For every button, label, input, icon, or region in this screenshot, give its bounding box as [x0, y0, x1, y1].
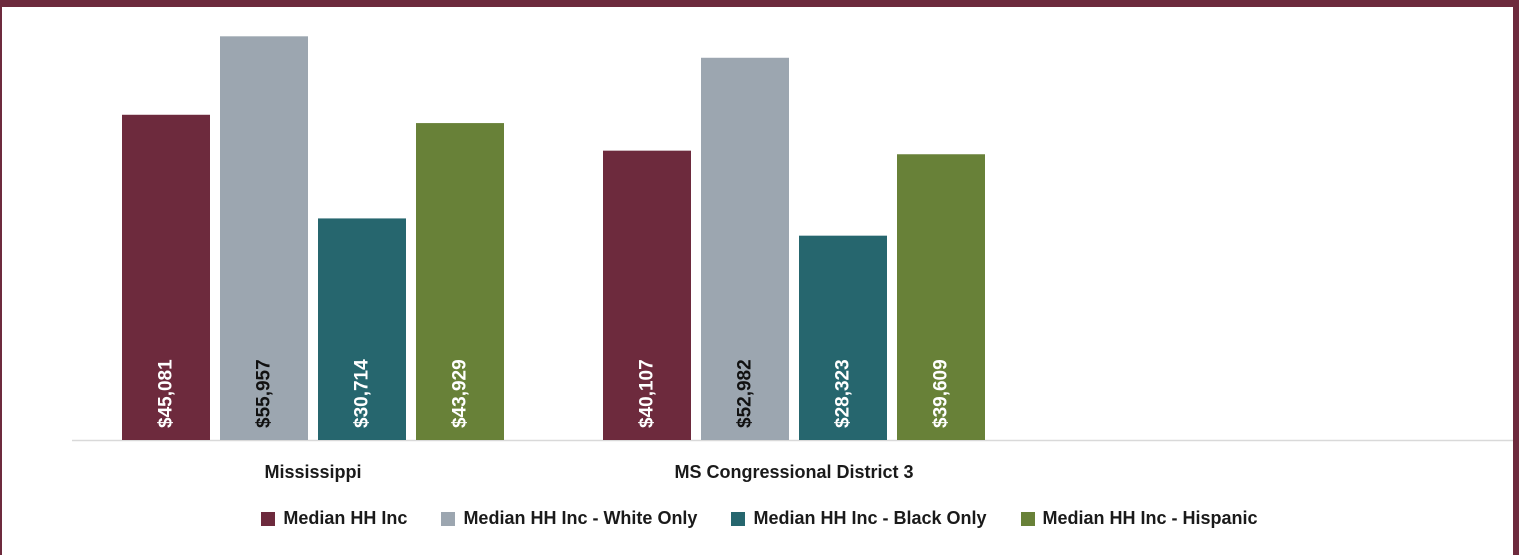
legend-swatch [441, 511, 456, 526]
legend-label: Median HH Inc - White Only [463, 508, 698, 528]
category-label: Mississippi [264, 462, 361, 482]
legend-swatch [1020, 511, 1035, 526]
data-label: $43,929 [450, 359, 471, 428]
bar [897, 154, 985, 440]
data-label: $52,982 [735, 359, 756, 428]
left-border [0, 7, 2, 555]
data-label: $40,107 [637, 359, 658, 428]
legend-item: Median HH Inc - Black Only [731, 508, 987, 529]
bar [122, 114, 210, 440]
category-label: MS Congressional District 3 [674, 462, 913, 482]
legend-item: Median HH Inc - Hispanic [1020, 508, 1258, 529]
bar [701, 57, 789, 441]
right-border [1513, 7, 1519, 555]
data-label: $30,714 [352, 359, 373, 428]
data-label: $28,323 [833, 359, 854, 428]
bar [416, 123, 504, 440]
legend: Median HH Inc Median HH Inc - White Only… [0, 508, 1519, 529]
bar [220, 36, 308, 441]
bar-chart: $45,081 $55,957 $30,714 $43,929 Mississippi $… [72, 36, 1513, 482]
legend-item: Median HH Inc [261, 508, 407, 529]
legend-label: Median HH Inc [283, 508, 408, 528]
data-label: $39,609 [931, 359, 952, 428]
legend-item: Median HH Inc - White Only [441, 508, 697, 529]
bar [799, 235, 887, 440]
data-label: $45,081 [156, 359, 177, 428]
data-label: $55,957 [254, 359, 275, 428]
legend-swatch [731, 511, 746, 526]
bar [603, 150, 691, 440]
legend-label: Median HH Inc - Black Only [753, 508, 987, 528]
legend-swatch [261, 511, 276, 526]
top-border [0, 0, 1519, 7]
bar [318, 218, 406, 440]
legend-label: Median HH Inc - Hispanic [1042, 508, 1258, 528]
